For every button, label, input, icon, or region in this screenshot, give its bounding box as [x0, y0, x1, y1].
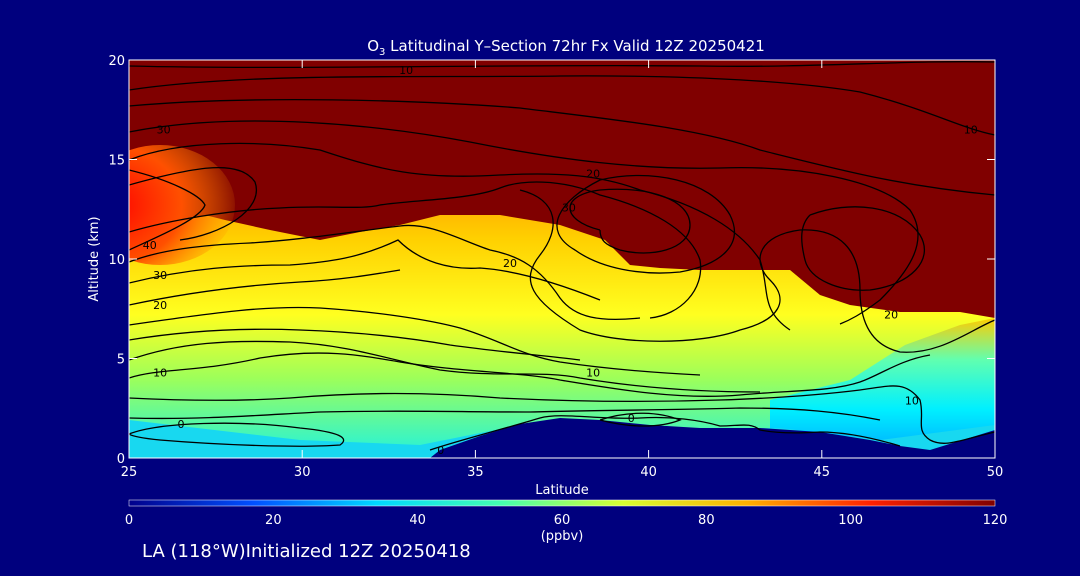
y-axis: 0 5 10 15 20 [108, 54, 995, 467]
field-polar-region [770, 318, 995, 458]
contour-label: 0 [437, 444, 444, 457]
contour-label: 10 [153, 366, 167, 379]
chart-title: O3 Latitudinal Y–Section 72hr Fx Valid 1… [367, 37, 765, 58]
contour-label: 30 [562, 201, 576, 214]
field-hot-core [129, 145, 235, 265]
contour-line [129, 61, 995, 69]
contour-lines [129, 61, 995, 451]
contour-line [519, 189, 995, 353]
contour-line [429, 415, 901, 451]
contour-label: 10 [964, 124, 978, 137]
contour-label: 30 [153, 269, 167, 282]
x-tick-label: 50 [987, 465, 1004, 480]
contour-line [129, 269, 401, 306]
field-mountain-terrain [430, 418, 995, 458]
x-tick-label: 45 [814, 465, 831, 480]
plot-area: 10 10 30 20 30 40 30 20 20 10 10 10 20 0 0 0 [129, 60, 995, 458]
contour-line [129, 340, 761, 393]
contour-line [129, 422, 345, 447]
x-tick-label: 25 [121, 465, 138, 480]
contour-line [129, 98, 995, 196]
colorbar-ticks: 0 20 40 60 80 100 120 [125, 513, 1008, 528]
x-tick-label: 35 [467, 465, 484, 480]
colorbar-tick-label: 20 [265, 513, 282, 528]
y-tick-label: 0 [117, 452, 125, 467]
colorbar-tick-label: 80 [698, 513, 715, 528]
contour-label: 10 [905, 394, 919, 407]
contour-line [129, 407, 881, 421]
initialization-footer: LA (118°W)Initialized 12Z 20250418 [142, 541, 471, 562]
contour-label: 20 [884, 309, 898, 322]
colorbar-tick-label: 60 [554, 513, 571, 528]
x-tick-label: 40 [640, 465, 657, 480]
colorbar [128, 499, 996, 507]
contour-label: 20 [503, 257, 517, 270]
contour-label: 0 [628, 412, 635, 425]
contour-label: 30 [157, 124, 171, 137]
contour-line [129, 328, 581, 361]
contour-line [129, 306, 701, 376]
contour-line [569, 188, 691, 254]
y-tick-label: 10 [108, 253, 125, 268]
contour-line [129, 224, 641, 321]
x-axis: 25 30 35 40 45 50 [121, 60, 1004, 480]
contour-label: 20 [153, 299, 167, 312]
contour-labels: 10 10 30 20 30 40 30 20 20 10 10 10 20 0 0 0 [143, 64, 978, 457]
colorbar-tick-label: 40 [409, 513, 426, 528]
y-tick-label: 5 [117, 353, 125, 368]
contour-label: 10 [586, 366, 600, 379]
colorbar-tick-label: 120 [983, 513, 1008, 528]
y-axis-title: Altitude (km) [87, 216, 102, 301]
contour-line [129, 167, 258, 241]
contour-label: 20 [586, 167, 600, 180]
colorbar-unit: (ppbv) [541, 529, 584, 544]
colorbar-tick-label: 0 [125, 513, 133, 528]
contour-line [129, 75, 995, 136]
contour-line [129, 352, 931, 397]
contour-label: 40 [143, 239, 157, 252]
contour-line [129, 239, 601, 301]
contour-line [129, 169, 206, 251]
colorbar-tick-label: 100 [838, 513, 863, 528]
contour-label: 0 [177, 418, 184, 431]
y-tick-label: 15 [108, 154, 125, 169]
contour-line [129, 181, 702, 319]
contour-label: 10 [399, 64, 413, 77]
contour-line [129, 120, 919, 325]
contour-line [599, 412, 682, 427]
x-axis-title: Latitude [535, 483, 589, 498]
x-tick-label: 30 [294, 465, 311, 480]
contour-line [556, 174, 736, 274]
contour-line [801, 206, 926, 291]
contour-line [129, 385, 995, 444]
y-tick-label: 20 [108, 54, 125, 69]
